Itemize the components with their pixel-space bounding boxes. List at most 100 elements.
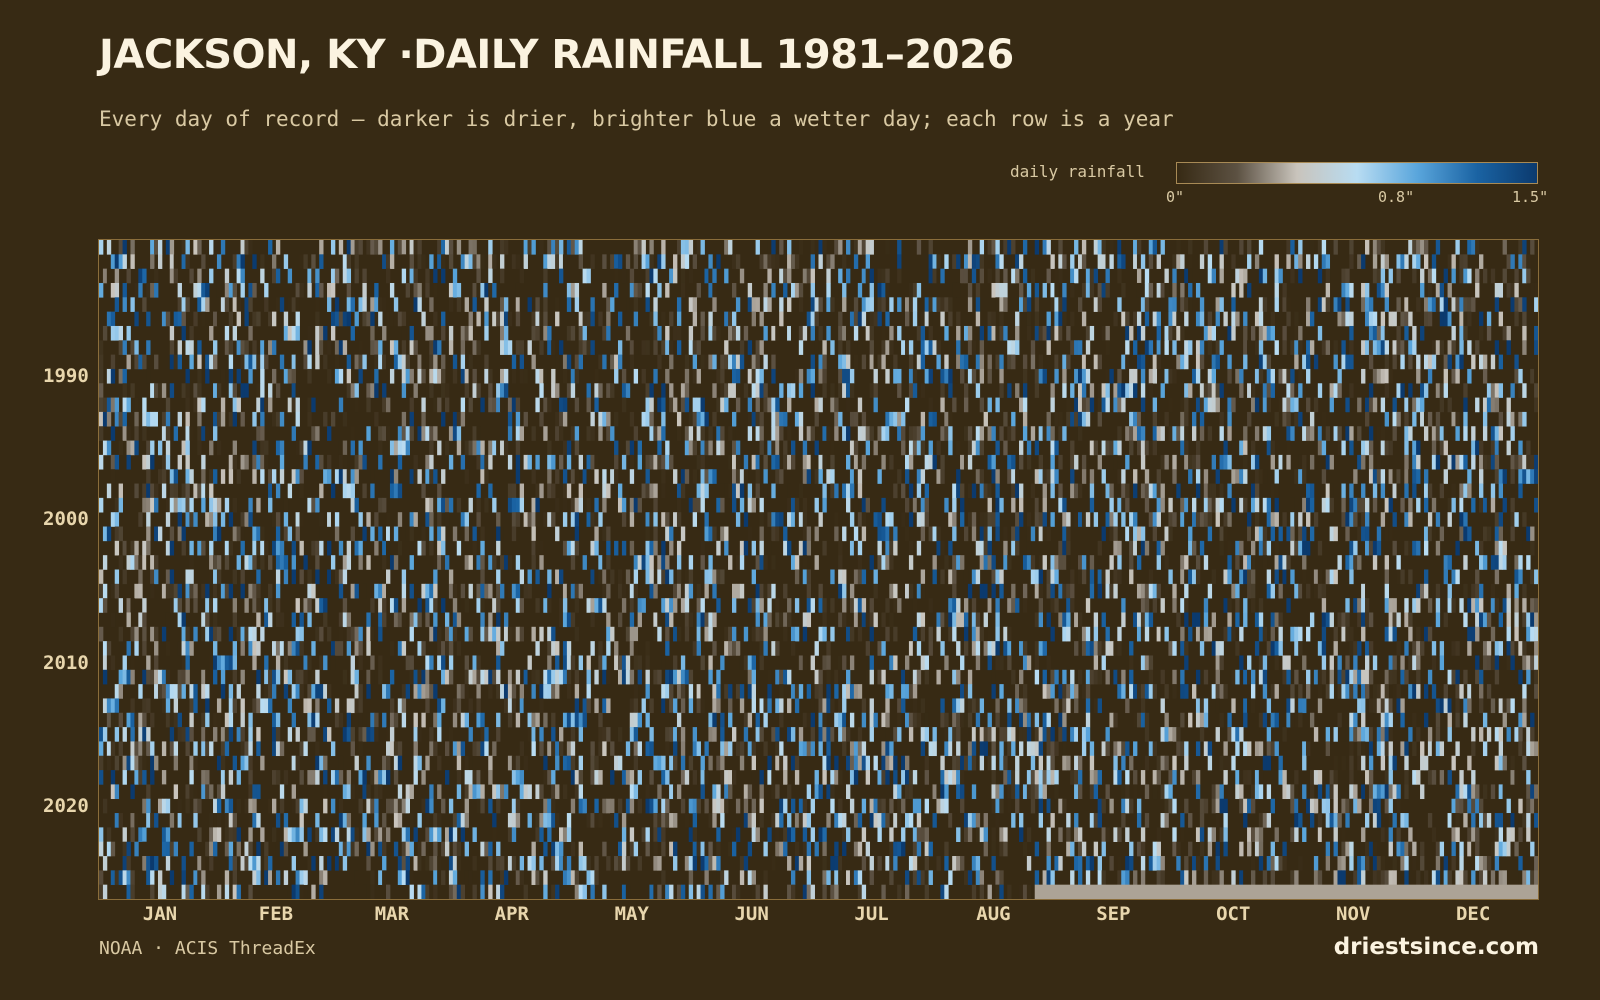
rain-day-cell: [1007, 383, 1012, 398]
rain-day-cell: [657, 397, 662, 413]
rain-day-cell: [846, 669, 851, 685]
rain-day-cell: [987, 655, 992, 671]
rain-day-cell: [936, 612, 941, 628]
rain-day-cell: [724, 526, 729, 542]
rain-day-cell: [1160, 540, 1165, 556]
rain-day-cell: [704, 469, 709, 484]
rain-day-cell: [1534, 626, 1538, 642]
rain-day-cell: [1494, 669, 1500, 685]
rain-day-cell: [1156, 426, 1161, 441]
rain-day-cell: [857, 454, 863, 470]
rain-day-cell: [1290, 512, 1295, 527]
rain-day-cell: [649, 483, 654, 499]
rain-day-cell: [960, 512, 965, 527]
rain-day-cell: [342, 569, 348, 585]
rain-day-cell: [916, 483, 922, 499]
rain-day-cell: [1050, 254, 1055, 269]
rain-day-cell: [1463, 454, 1468, 470]
rain-day-cell: [1156, 340, 1161, 355]
rain-day-cell: [142, 669, 147, 685]
rain-day-cell: [661, 426, 666, 441]
rain-day-cell: [106, 240, 112, 255]
rain-day-cell: [818, 512, 823, 527]
rain-day-cell: [425, 469, 430, 484]
rain-day-cell: [1042, 555, 1047, 570]
rain-day-cell: [543, 669, 548, 685]
rain-day-cell: [444, 612, 450, 628]
rain-day-cell: [680, 383, 686, 398]
rain-day-cell: [102, 583, 108, 599]
rain-day-cell: [629, 641, 635, 656]
rain-day-cell: [177, 641, 182, 656]
rain-day-cell: [291, 297, 296, 312]
rain-day-cell: [228, 684, 234, 699]
rain-day-cell: [1133, 340, 1138, 355]
rain-day-cell: [621, 512, 627, 527]
rain-day-cell: [240, 268, 245, 284]
rain-day-cell: [232, 297, 238, 312]
rain-day-cell: [657, 325, 662, 341]
rain-day-cell: [932, 411, 937, 427]
rain-day-cell: [114, 526, 120, 542]
rain-day-cell: [437, 397, 442, 413]
rain-day-cell: [708, 469, 713, 484]
rain-day-cell: [869, 555, 874, 570]
rain-day-cell: [897, 598, 902, 613]
rain-day-cell: [503, 440, 509, 456]
rain-day-cell: [1207, 311, 1213, 327]
rain-day-cell: [362, 268, 367, 284]
rain-day-cell: [1097, 583, 1102, 599]
rain-day-cell: [1184, 598, 1189, 613]
rain-day-cell: [975, 469, 981, 484]
rain-day-cell: [1290, 569, 1295, 585]
rain-day-cell: [177, 497, 182, 513]
rain-day-cell: [712, 354, 717, 370]
rain-day-cell: [1133, 426, 1138, 441]
rain-day-cell: [1254, 512, 1260, 527]
rain-day-cell: [295, 354, 300, 370]
rain-day-cell: [555, 240, 560, 255]
rain-day-cell: [1188, 240, 1193, 255]
rain-day-cell: [354, 583, 359, 599]
rain-day-cell: [1117, 254, 1122, 269]
rain-day-cell: [433, 555, 438, 570]
rain-day-cell: [165, 411, 171, 427]
rain-day-cell: [346, 612, 352, 628]
rain-day-cell: [606, 569, 611, 585]
rain-day-cell: [193, 282, 198, 298]
rain-day-cell: [480, 454, 485, 470]
rain-day-cell: [555, 354, 560, 370]
rain-day-cell: [995, 397, 1000, 413]
rain-day-cell: [291, 426, 296, 441]
rain-day-cell: [275, 569, 281, 585]
rain-day-cell: [720, 397, 725, 413]
rain-day-cell: [1136, 426, 1142, 441]
rain-day-cell: [185, 569, 190, 585]
rain-day-cell: [1388, 598, 1393, 613]
rain-day-cell: [260, 555, 265, 570]
rain-day-cell: [842, 612, 847, 628]
rain-day-cell: [1164, 268, 1169, 284]
rain-day-cell: [920, 526, 926, 542]
rain-day-cell: [1074, 368, 1079, 384]
rain-day-cell: [940, 454, 945, 470]
rain-day-cell: [747, 340, 753, 355]
rain-day-cell: [382, 540, 387, 556]
rain-day-cell: [382, 354, 387, 370]
rain-day-cell: [696, 641, 701, 656]
rain-day-cell: [846, 268, 851, 284]
rain-day-cell: [106, 311, 112, 327]
rain-day-cell: [794, 555, 800, 570]
rain-day-cell: [724, 641, 729, 656]
rain-day-cell: [787, 612, 792, 628]
rain-day-cell: [908, 583, 914, 599]
rain-day-cell: [653, 626, 658, 642]
rain-day-cell: [264, 655, 269, 671]
rain-day-cell: [114, 297, 120, 312]
rain-day-cell: [531, 325, 536, 341]
rain-day-cell: [1007, 641, 1012, 656]
rain-day-cell: [716, 368, 721, 384]
rain-day-cell: [319, 655, 324, 671]
rain-day-cell: [1522, 411, 1527, 427]
rain-day-cell: [1184, 512, 1189, 527]
